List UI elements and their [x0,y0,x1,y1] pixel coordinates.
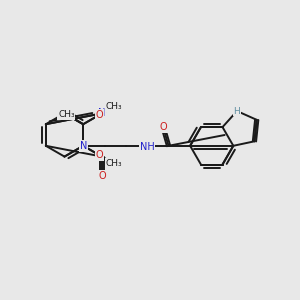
Text: H: H [234,106,240,116]
Text: N: N [80,141,87,151]
Text: NH: NH [140,142,154,152]
Text: O: O [98,171,106,181]
Text: CH₃: CH₃ [106,102,122,111]
Text: CH₃: CH₃ [106,159,122,168]
Text: O: O [159,122,167,132]
Text: CH₃: CH₃ [58,110,75,119]
Text: O: O [95,150,103,160]
Text: N: N [98,108,106,118]
Text: O: O [95,110,103,120]
